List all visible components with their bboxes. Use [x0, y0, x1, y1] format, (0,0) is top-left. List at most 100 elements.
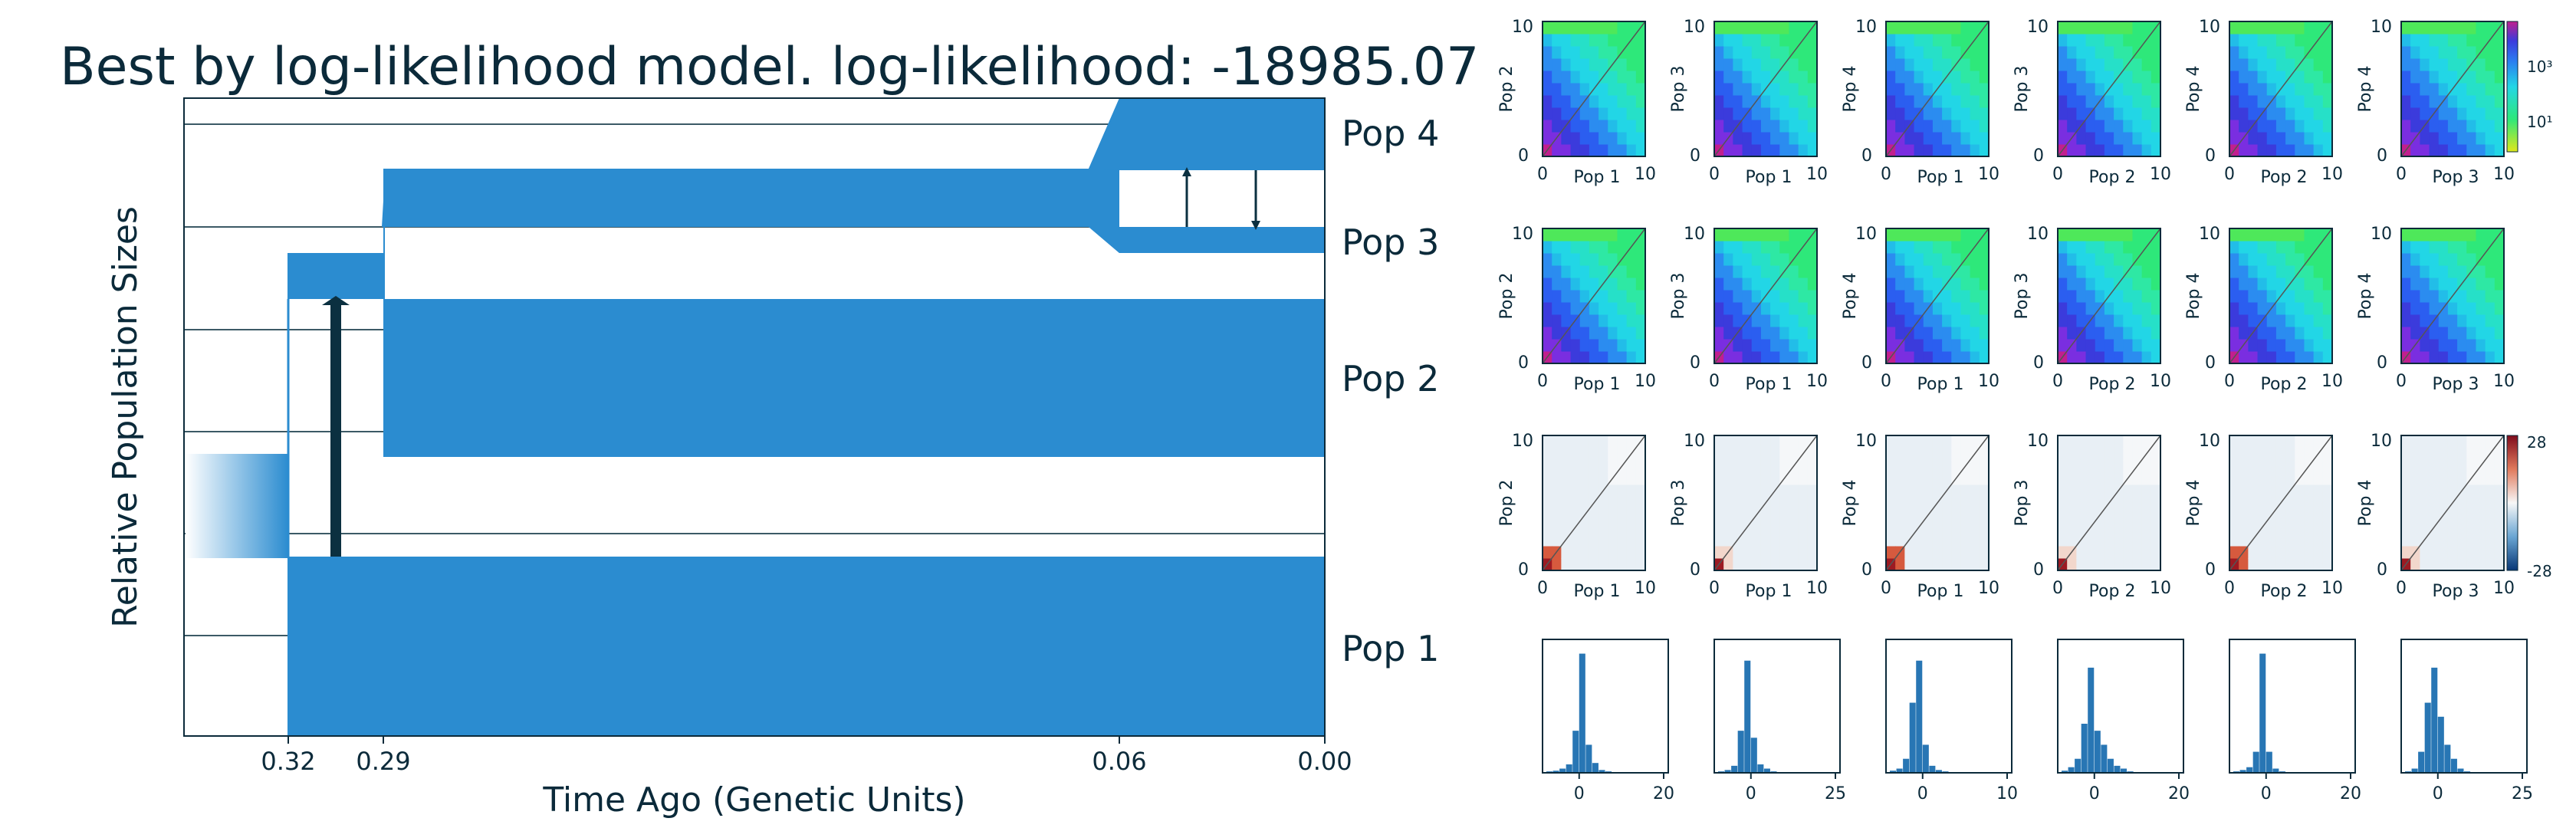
heatmap-cell — [2076, 265, 2087, 278]
heatmap-cell — [1617, 534, 1628, 547]
heatmap-cell — [2058, 83, 2068, 96]
heatmap-cell — [1561, 278, 1572, 291]
heatmap-cell — [2132, 534, 2143, 547]
heatmap-cell — [1951, 460, 1961, 473]
heatmap-cell — [1589, 71, 1599, 84]
heatmap-cell — [2123, 327, 2133, 340]
heatmap-cell — [1751, 120, 1762, 133]
heatmap-cell — [1779, 327, 1789, 340]
heatmap-cell — [2438, 351, 2449, 364]
heatmap-cell — [1626, 71, 1637, 84]
heatmap-cell — [1960, 120, 1971, 133]
heatmap-cell — [1751, 265, 1762, 278]
heatmap-cell — [2085, 144, 2096, 157]
heatmap-cell — [1895, 21, 1905, 34]
heatmap-cell — [1733, 265, 1743, 278]
heatmap-cell — [2058, 71, 2068, 84]
heatmap-cell — [2067, 144, 2077, 157]
panel-y-tick: 0 — [1518, 146, 1529, 166]
panel-x-label: Pop 1 — [1574, 375, 1621, 394]
diagonal-line — [2400, 21, 2505, 157]
heatmap-cell — [1552, 107, 1562, 120]
heatmap-cell — [2076, 435, 2087, 449]
heatmap-cell — [1979, 58, 1990, 71]
heatmap-cell — [1979, 107, 1990, 120]
heatmap-cell — [1714, 290, 1724, 303]
residual-histogram-panel: 0 25 — [2400, 639, 2533, 803]
heatmap-cell — [2295, 497, 2305, 510]
heatmap-cell — [2095, 327, 2105, 340]
heatmap-cell — [2476, 21, 2486, 34]
heatmap-cell — [2322, 120, 2333, 133]
heatmap-cell — [1914, 351, 1924, 364]
heatmap-cell — [1895, 228, 1905, 242]
heatmap-cell — [1617, 485, 1628, 498]
heatmap-cell — [2485, 435, 2496, 449]
heatmap-cell — [2114, 448, 2124, 461]
heatmap-cell — [1552, 83, 1562, 96]
heatmap-cell — [2285, 46, 2295, 59]
heatmap-cell — [2494, 120, 2505, 133]
heatmap-cell — [1751, 34, 1762, 47]
heatmap-cell — [1714, 58, 1724, 71]
heatmap-cell — [1635, 83, 1646, 96]
panel-x-tick: 10 — [1806, 579, 1828, 598]
heatmap-cell — [2058, 327, 2068, 340]
heatmap-cell — [1798, 435, 1809, 449]
heatmap-cell — [1561, 58, 1572, 71]
heatmap-cell — [2123, 546, 2133, 559]
histogram-bar — [1572, 731, 1579, 773]
heatmap-cell — [1552, 95, 1562, 108]
heatmap-cell — [1570, 460, 1581, 473]
heatmap-cell — [1626, 83, 1637, 96]
panel-x-tick: 0 — [1881, 372, 1891, 391]
heatmap-cell — [2275, 534, 2286, 547]
heatmap-cell — [1970, 58, 1980, 71]
heatmap-cell — [1570, 351, 1581, 364]
heatmap-cell — [1895, 509, 1905, 522]
heatmap-cell — [2485, 120, 2496, 133]
heatmap-cell — [2150, 253, 2161, 266]
heatmap-cell — [2410, 95, 2420, 108]
heatmap-cell — [1635, 120, 1646, 133]
histogram-bar — [2444, 744, 2451, 773]
heatmap-cell — [1970, 290, 1980, 303]
heatmap-cell — [1543, 509, 1552, 522]
heatmap-cell — [1770, 58, 1780, 71]
heatmap-cell — [2114, 351, 2124, 364]
panel-y-label: Pop 3 — [2013, 66, 2032, 113]
panel-x-tick: 0 — [2396, 372, 2407, 391]
heatmap-cell — [1886, 46, 1896, 59]
heatmap-cell — [2401, 71, 2411, 84]
heatmap-cell — [2285, 509, 2295, 522]
histogram-bar — [2075, 758, 2082, 773]
heatmap-cell — [2485, 228, 2496, 242]
heatmap-cell — [1914, 95, 1924, 108]
heatmap-cell — [1552, 290, 1562, 303]
heatmap-cell — [1970, 228, 1980, 242]
heatmap-cell — [1552, 314, 1562, 327]
heatmap-cell — [1626, 302, 1637, 315]
heatmap-cell — [1914, 46, 1924, 59]
heatmap-cell — [2313, 46, 2324, 59]
heatmap-cell — [2401, 302, 2411, 315]
heatmap-cell — [1552, 448, 1562, 461]
heatmap-cell — [1552, 58, 1562, 71]
heatmap-cell — [1942, 302, 1952, 315]
heatmap-cell — [1807, 351, 1818, 364]
diagonal-line — [2057, 435, 2161, 571]
heatmap-cell — [2410, 558, 2420, 571]
heatmap-cell — [1742, 302, 1753, 315]
heatmap-cell — [2295, 95, 2305, 108]
heatmap-cell — [1617, 290, 1628, 303]
heatmap-cell — [2466, 460, 2476, 473]
heatmap-cell — [2275, 472, 2286, 485]
panel-frame — [1885, 228, 1990, 364]
heatmap-cell — [1714, 95, 1724, 108]
heatmap-cell — [1779, 144, 1789, 157]
heatmap-cell — [1579, 83, 1590, 96]
heatmap-cell — [1751, 351, 1762, 364]
heatmap-cell — [1742, 290, 1753, 303]
heatmap-cell — [1923, 253, 1934, 266]
